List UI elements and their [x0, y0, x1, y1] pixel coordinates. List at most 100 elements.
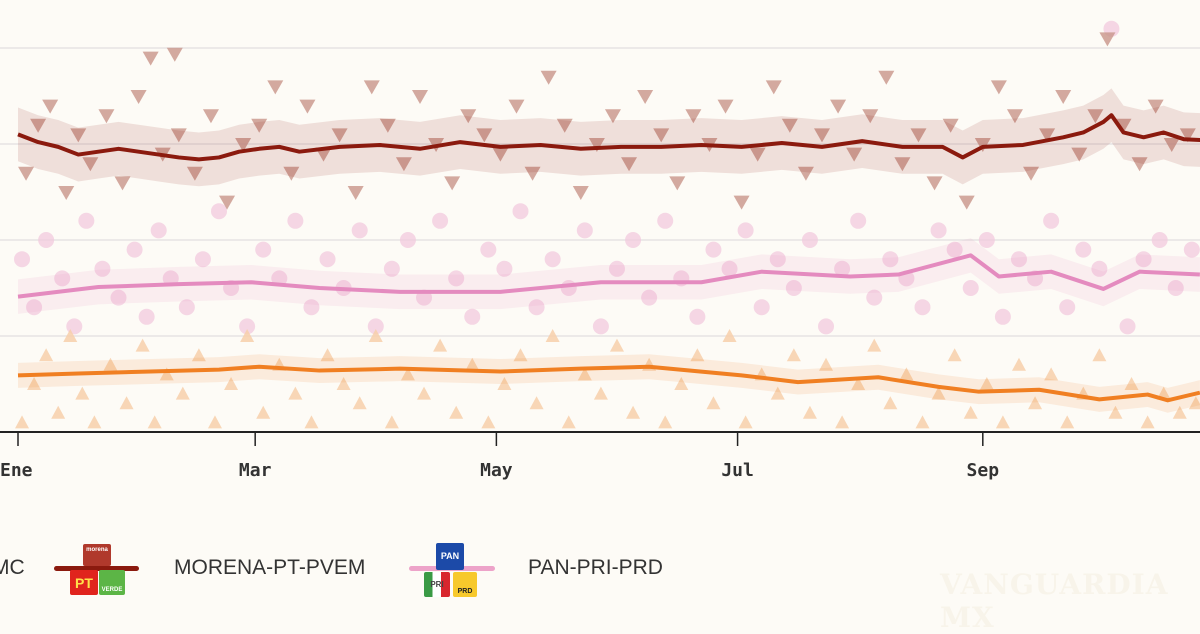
poll-point: [82, 157, 99, 172]
poll-point: [946, 241, 963, 258]
poll-point: [814, 128, 830, 143]
trend-line: [17, 253, 1200, 299]
poll-point: [910, 128, 927, 143]
trend-line: [17, 364, 1200, 403]
confidence-band: [18, 238, 1200, 314]
poll-point: [947, 348, 962, 362]
poll-point: [1140, 415, 1155, 429]
poll-point: [497, 377, 512, 390]
poll-point: [255, 241, 272, 258]
poll-point: [331, 128, 348, 143]
poll-point: [39, 348, 54, 362]
poll-point: [802, 405, 817, 419]
pan-logo: PAN: [436, 543, 464, 570]
poll-point: [914, 299, 931, 316]
poll-point: [175, 386, 190, 400]
poll-point: [1044, 367, 1059, 381]
poll-point: [851, 377, 866, 390]
poll-point: [367, 318, 384, 335]
poll-point: [384, 415, 399, 429]
poll-point: [239, 318, 256, 335]
poll-point: [962, 280, 979, 296]
poll-point: [363, 80, 380, 95]
poll-point: [878, 70, 895, 85]
poll-point: [593, 386, 608, 400]
poll-point: [27, 377, 42, 390]
poll-point: [51, 405, 66, 419]
poll-point: [786, 348, 801, 362]
watermark: VANGUARDIA MX: [940, 568, 1169, 634]
poll-point: [460, 109, 477, 124]
poll-point: [834, 260, 851, 277]
poll-point: [738, 415, 753, 429]
x-axis: Ene Mar May Jul Sep: [0, 431, 1200, 481]
trend-line: [17, 113, 1200, 162]
poll-point: [320, 348, 335, 362]
poll-point: [862, 109, 879, 124]
poll-point: [657, 212, 674, 229]
poll-point: [147, 415, 162, 429]
poll-point: [819, 357, 834, 371]
poll-point: [689, 308, 706, 325]
prd-logo: PRD: [453, 572, 477, 597]
poll-chart: Ene Mar May Jul Sep: [0, 20, 1200, 481]
poll-point: [625, 232, 642, 248]
poll-point: [114, 176, 131, 191]
verde-logo: VERDE: [99, 570, 125, 595]
legend-label-morena: MORENA-PT-PVEM: [174, 556, 366, 579]
poll-point: [995, 415, 1010, 429]
poll-point: [608, 260, 625, 277]
poll-point: [110, 289, 127, 306]
poll-point: [1039, 128, 1056, 143]
poll-point: [159, 367, 174, 381]
poll-point: [1071, 147, 1088, 162]
poll-point: [835, 415, 850, 429]
poll-point: [706, 396, 721, 410]
poll-point: [433, 338, 448, 352]
poll-point: [785, 280, 802, 296]
poll-point: [87, 415, 102, 429]
poll-point: [1099, 32, 1116, 47]
poll-point: [1028, 396, 1043, 410]
poll-point: [103, 357, 118, 371]
poll-point: [251, 118, 268, 133]
poll-point: [641, 289, 658, 306]
confidence-bands: [18, 88, 1200, 413]
poll-point: [1179, 128, 1196, 143]
poll-point: [544, 251, 561, 268]
poll-point: [685, 109, 702, 124]
poll-point: [448, 270, 465, 287]
legend-label-mc: MC: [0, 556, 25, 579]
poll-point: [42, 99, 59, 114]
poll-point: [283, 166, 300, 181]
poll-point: [1011, 357, 1026, 371]
poll-point: [1006, 109, 1023, 124]
poll-point: [150, 222, 167, 239]
legend: MC morena PT VERDE MORENA-PT-PVEM PAN PR…: [0, 540, 1200, 600]
poll-point: [288, 386, 303, 400]
poll-point: [899, 367, 914, 381]
poll-point: [186, 166, 203, 181]
poll-point: [240, 329, 255, 342]
poll-point: [449, 405, 464, 419]
poll-point: [75, 386, 90, 400]
poll-point: [749, 147, 766, 162]
poll-point: [1108, 405, 1123, 419]
x-tick-label: Sep: [967, 460, 1000, 481]
trend-lines: [17, 113, 1200, 403]
poll-point: [303, 299, 320, 316]
poll-point: [958, 195, 975, 210]
poll-point: [556, 118, 573, 133]
poll-point: [15, 415, 30, 429]
poll-point: [492, 147, 509, 162]
poll-point: [721, 260, 738, 277]
poll-point: [1023, 166, 1040, 181]
poll-point: [267, 80, 284, 95]
poll-point: [753, 299, 770, 316]
poll-point: [480, 241, 497, 258]
poll-point: [604, 109, 621, 124]
poll-point: [347, 186, 364, 200]
poll-point: [224, 377, 239, 390]
poll-point: [98, 109, 115, 124]
poll-point: [400, 367, 415, 381]
